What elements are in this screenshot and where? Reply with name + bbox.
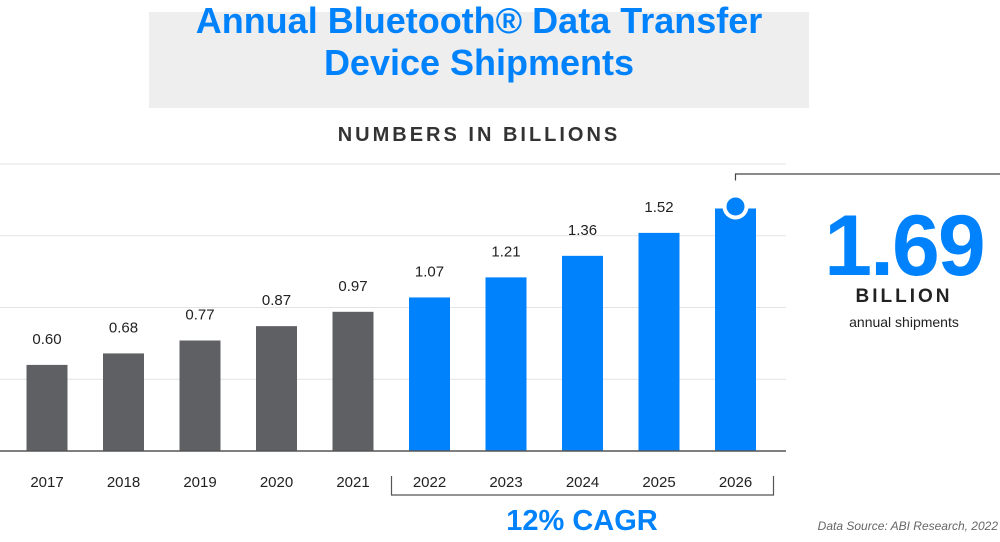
bar — [715, 208, 756, 451]
chart-title-line-1: Annual Bluetooth® Data Transfer — [195, 0, 763, 41]
category-label: 2026 — [719, 474, 752, 491]
title-background — [149, 12, 809, 108]
category-label: 2021 — [336, 474, 369, 491]
bar-value-label: 1.36 — [568, 222, 597, 239]
bar — [103, 353, 144, 451]
category-label: 2023 — [489, 474, 522, 491]
category-label: 2024 — [566, 474, 599, 491]
category-label: 2020 — [260, 474, 293, 491]
chart-title: Annual Bluetooth® Data Transfer Device S… — [0, 0, 958, 84]
bar — [638, 232, 680, 451]
bar-value-label: 0.68 — [109, 319, 138, 336]
cagr-bracket — [390, 476, 775, 496]
bar — [562, 255, 603, 451]
highlight-unit: BILLION — [855, 286, 953, 307]
highlight-marker-dot — [726, 197, 745, 216]
bar — [485, 277, 527, 451]
category-label: 2017 — [30, 474, 63, 491]
category-label: 2025 — [642, 474, 675, 491]
bar-value-label: 0.97 — [338, 278, 367, 295]
bar — [332, 311, 374, 451]
data-source: Data Source: ABI Research, 2022 — [817, 519, 998, 533]
category-label: 2019 — [183, 474, 216, 491]
highlight-caption: annual shipments — [849, 314, 959, 330]
bar — [179, 340, 221, 451]
highlight-value: 1.69 — [824, 198, 985, 294]
highlight-leader-line — [734, 173, 1000, 181]
bar-value-label: 0.77 — [185, 307, 214, 324]
bar-value-label: 1.21 — [491, 243, 520, 260]
bar-value-label: 0.60 — [32, 331, 61, 348]
bar — [26, 364, 68, 451]
category-label: 2022 — [413, 474, 446, 491]
cagr-label: 12% CAGR — [506, 505, 658, 537]
chart-subtitle: NUMBERS IN BILLIONS — [337, 124, 621, 146]
bar-value-label: 1.07 — [415, 263, 444, 280]
chart-title-line-2: Device Shipments — [323, 42, 635, 83]
category-label: 2018 — [107, 474, 140, 491]
bar-value-label: 0.87 — [262, 292, 291, 309]
bar — [409, 297, 450, 451]
bar-value-label: 1.52 — [644, 199, 673, 216]
bar — [256, 326, 297, 451]
